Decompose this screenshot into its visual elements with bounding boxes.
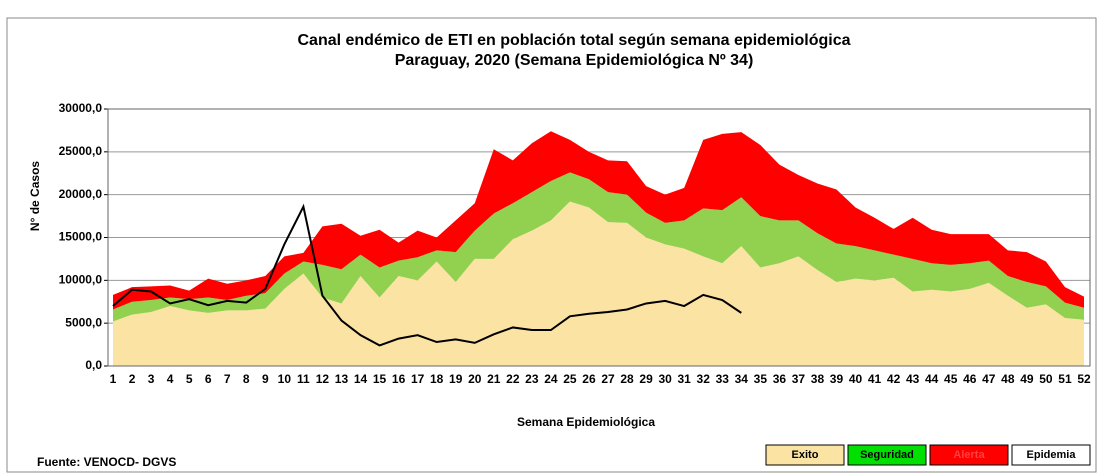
x-tick-label: 52 <box>1077 372 1091 386</box>
x-tick-label: 7 <box>224 372 231 386</box>
y-axis-label: N° de Casos <box>28 161 42 231</box>
x-tick-label: 43 <box>906 372 920 386</box>
legend-label: Alerta <box>953 449 985 461</box>
x-tick-label: 20 <box>468 372 482 386</box>
x-tick-label: 6 <box>205 372 212 386</box>
x-tick-label: 13 <box>335 372 349 386</box>
plot <box>107 108 1091 367</box>
legend-swatch <box>765 444 845 466</box>
x-tick-label: 40 <box>849 372 863 386</box>
x-tick-label: 38 <box>811 372 825 386</box>
x-tick-label: 49 <box>1020 372 1034 386</box>
source: Fuente: VENOCD- DGVS <box>37 455 176 469</box>
x-tick-label: 44 <box>925 372 939 386</box>
x-tick-label: 36 <box>773 372 787 386</box>
y-tick-label: 20000,0 <box>59 187 103 201</box>
x-tick-label: 26 <box>582 372 596 386</box>
x-tick-label: 48 <box>1001 372 1015 386</box>
x-tick-label: 47 <box>982 372 996 386</box>
x-tick-label: 23 <box>525 372 539 386</box>
legend-label: Epidemia <box>1027 449 1077 461</box>
x-tick-label: 42 <box>887 372 901 386</box>
x-tick-label: 45 <box>944 372 958 386</box>
x-tick-label: 28 <box>620 372 634 386</box>
legend-label: Seguridad <box>860 449 914 461</box>
x-axis-label: Semana Epidemiológica <box>517 415 655 429</box>
area <box>113 172 1084 322</box>
x-tick-label: 33 <box>716 372 730 386</box>
x-tick-label: 50 <box>1039 372 1053 386</box>
x-tick-label: 11 <box>297 372 310 386</box>
x-tick-label: 29 <box>639 372 653 386</box>
x-tick-label: 25 <box>563 372 577 386</box>
x-tick-label: 12 <box>316 372 330 386</box>
x-tick-label: 51 <box>1058 372 1072 386</box>
y-tick-label: 15000,0 <box>59 230 103 244</box>
legend-swatch <box>929 444 1009 466</box>
y-tick-label: 25000,0 <box>59 144 103 158</box>
y-tick-label: 0,0 <box>85 358 102 372</box>
area <box>113 131 1084 310</box>
x-tick-label: 9 <box>262 372 269 386</box>
y-tick-label: 5000,0 <box>65 315 102 329</box>
x-tick-label: 41 <box>868 372 882 386</box>
x-tick-label: 8 <box>243 372 250 386</box>
x-tick-label: 16 <box>392 372 406 386</box>
x-tick-label: 30 <box>658 372 672 386</box>
x-tick-label: 4 <box>167 372 174 386</box>
line <box>112 203 742 347</box>
chart-subtitle: Paraguay, 2020 (Semana Epidemiológica Nº… <box>395 52 754 69</box>
x-tick-label: 21 <box>487 372 501 386</box>
x-tick-label: 31 <box>677 372 691 386</box>
x-tick-label: 10 <box>278 372 292 386</box>
x-tick-label: 22 <box>506 372 520 386</box>
y-tick-label: 10000,0 <box>59 273 103 287</box>
x-tick-label: 2 <box>129 372 136 386</box>
x-tick-label: 15 <box>373 372 387 386</box>
x-tick-label: 27 <box>601 372 615 386</box>
y-tick-label: 30000,0 <box>59 101 103 115</box>
x-tick-label: 34 <box>735 372 749 386</box>
x-tick-label: 39 <box>830 372 844 386</box>
x-tick-label: 3 <box>148 372 155 386</box>
legend-swatch <box>847 444 927 466</box>
legend-swatch <box>1011 444 1091 466</box>
x-tick-label: 17 <box>411 372 425 386</box>
x-tick-label: 46 <box>963 372 977 386</box>
x-tick-label: 19 <box>449 372 463 386</box>
x-tick-label: 14 <box>354 372 368 386</box>
x-tick-label: 1 <box>110 372 117 386</box>
x-tick-label: 18 <box>430 372 444 386</box>
x-tick-label: 35 <box>754 372 768 386</box>
x-tick-label: 37 <box>792 372 806 386</box>
chart-title: Canal endémico de ETI en población total… <box>297 32 850 49</box>
plot-border <box>107 108 1091 367</box>
area <box>113 201 1084 366</box>
legend-label: Exito <box>792 449 819 461</box>
x-tick-label: 32 <box>697 372 711 386</box>
x-tick-label: 5 <box>186 372 193 386</box>
x-tick-label: 24 <box>544 372 558 386</box>
legend: Exito Seguridad Alerta Epidemia <box>765 444 1091 466</box>
